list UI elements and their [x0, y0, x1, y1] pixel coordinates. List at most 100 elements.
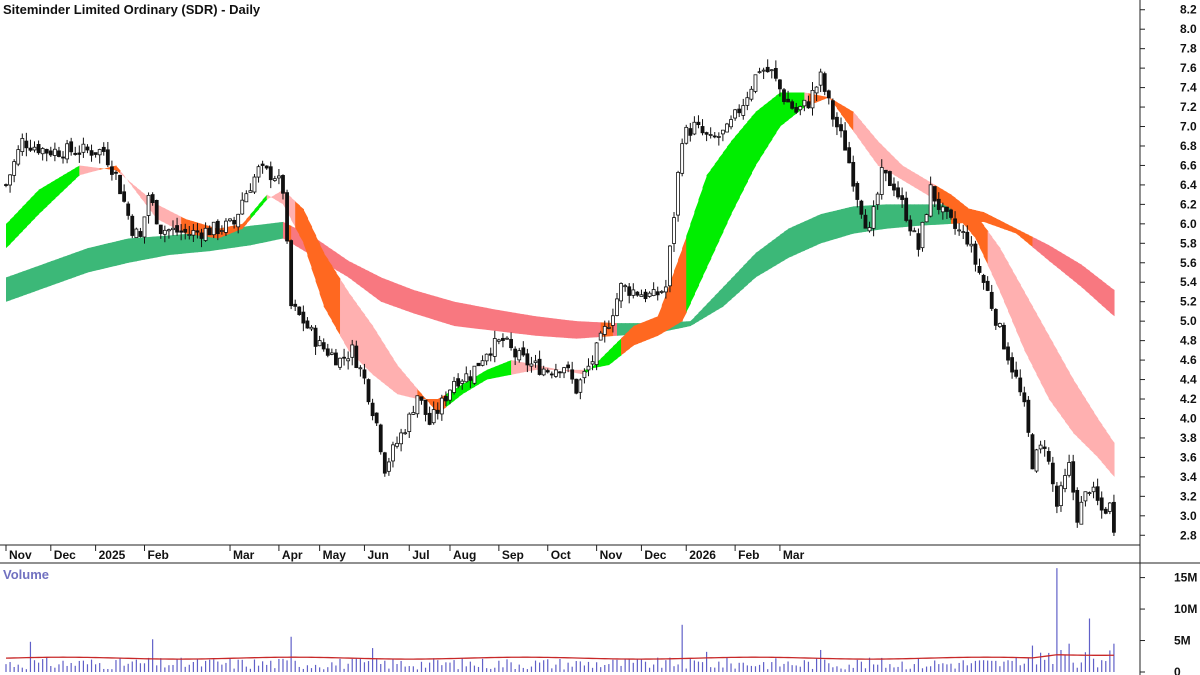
price-tick-label: 3.8: [1180, 431, 1197, 445]
long-term-ma-band: [1056, 250, 1062, 271]
long-term-ma-band: [999, 220, 1005, 230]
long-term-ma-band: [372, 273, 378, 299]
candle: [696, 121, 701, 126]
candle: [252, 176, 257, 193]
long-term-ma-band: [547, 317, 553, 337]
candle: [757, 71, 762, 74]
candle: [712, 135, 717, 138]
price-tick-label: 7.6: [1180, 61, 1197, 75]
long-term-ma-band: [18, 271, 23, 298]
short-term-ma-band: [490, 366, 496, 379]
long-term-ma-band: [181, 233, 186, 254]
short-term-ma-band: [657, 304, 663, 336]
long-term-ma-band: [14, 272, 19, 299]
long-term-ma-band: [759, 246, 765, 275]
short-term-ma-band: [364, 314, 370, 371]
long-term-ma-band: [731, 274, 736, 300]
long-term-ma-band: [543, 317, 549, 337]
short-term-ma-band: [164, 208, 170, 226]
short-term-ma-band: [307, 218, 313, 269]
price-tick-label: 4.0: [1180, 411, 1197, 425]
month-label: Feb: [738, 548, 759, 562]
candle: [680, 143, 685, 174]
long-term-ma-band: [710, 295, 716, 314]
candle: [89, 150, 94, 156]
short-term-ma-band: [906, 167, 911, 185]
candle: [590, 361, 595, 365]
short-term-ma-band: [845, 107, 850, 126]
long-term-ma-band: [812, 215, 818, 247]
candle: [171, 227, 175, 231]
short-term-ma-band: [319, 244, 325, 307]
candle: [1026, 399, 1031, 433]
long-term-ma-band: [356, 264, 361, 287]
long-term-ma-band: [1024, 232, 1029, 244]
short-term-ma-band: [841, 104, 846, 121]
long-term-ma-band: [1101, 280, 1107, 309]
price-tick-label: 7.0: [1180, 120, 1197, 134]
candle: [476, 362, 481, 367]
long-term-ma-band: [853, 206, 858, 234]
long-term-ma-band: [152, 236, 158, 259]
long-term-ma-band: [507, 311, 512, 333]
long-term-ma-band: [99, 244, 105, 270]
month-label: Jul: [412, 548, 429, 562]
short-term-ma-band: [335, 272, 341, 336]
candle: [1022, 392, 1027, 403]
long-term-ma-band: [1105, 283, 1111, 313]
price-tick-label: 8.0: [1180, 22, 1197, 36]
candle: [354, 345, 359, 368]
candle: [928, 184, 933, 217]
candle: [167, 229, 171, 232]
long-term-ma-band: [983, 212, 989, 224]
short-term-ma-band: [600, 354, 606, 367]
long-term-ma-band: [494, 309, 500, 332]
candle: [36, 144, 41, 154]
candle: [981, 274, 986, 283]
short-term-ma-band: [1056, 350, 1062, 417]
candle: [672, 217, 676, 244]
short-term-ma-band: [511, 360, 516, 375]
short-term-ma-band: [262, 194, 268, 205]
long-term-ma-band: [539, 316, 545, 337]
candle: [382, 452, 387, 474]
short-term-ma-band: [751, 111, 757, 174]
long-term-ma-band: [193, 232, 199, 253]
short-term-ma-band: [694, 199, 700, 295]
long-term-ma-band: [576, 321, 581, 339]
candle: [122, 191, 127, 202]
candle: [219, 230, 224, 232]
long-term-ma-band: [254, 224, 260, 245]
candle: [236, 213, 241, 228]
short-term-ma-band: [922, 177, 928, 195]
price-tick-label: 5.6: [1180, 256, 1197, 270]
candle: [533, 360, 538, 363]
short-term-ma-band: [1081, 392, 1087, 446]
long-term-ma-band: [739, 265, 744, 292]
short-term-ma-band: [1085, 399, 1091, 450]
long-term-ma-band: [572, 320, 577, 339]
long-term-ma-band: [466, 304, 471, 328]
long-term-ma-band: [10, 274, 15, 301]
short-term-ma-band: [735, 131, 740, 206]
short-term-ma-band: [115, 165, 121, 174]
long-term-ma-band: [1089, 271, 1095, 299]
short-term-ma-band: [1003, 255, 1009, 312]
candle: [334, 352, 338, 366]
short-term-ma-band: [323, 253, 329, 314]
long-term-ma-band: [79, 249, 84, 276]
long-term-ma-band: [678, 321, 683, 329]
short-term-ma-band: [160, 206, 166, 224]
long-term-ma-band: [258, 224, 264, 244]
candle: [810, 89, 815, 109]
short-term-ma-band: [722, 146, 728, 232]
long-term-ma-band: [592, 321, 598, 338]
long-term-ma-band: [83, 248, 89, 274]
candle: [488, 353, 493, 356]
long-term-ma-band: [694, 312, 700, 324]
short-term-ma-band: [368, 320, 374, 375]
candle: [501, 337, 505, 341]
long-term-ma-band: [234, 227, 239, 248]
long-term-ma-band: [1032, 236, 1038, 251]
short-term-ma-band: [604, 350, 610, 366]
